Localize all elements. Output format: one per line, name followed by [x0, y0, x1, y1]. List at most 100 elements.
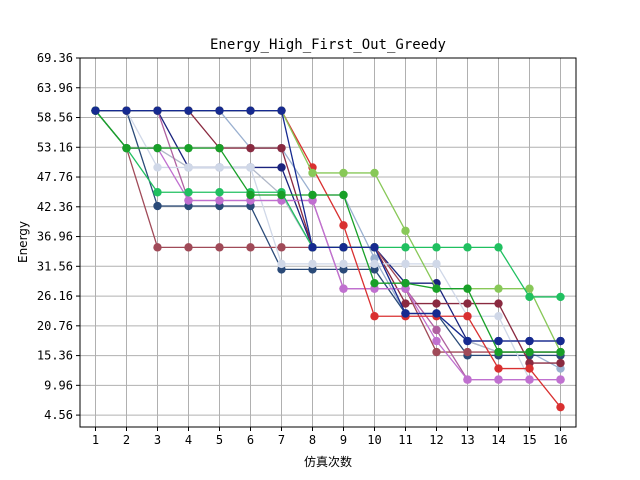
grid: [80, 57, 576, 427]
data-point: [308, 243, 317, 252]
data-point: [215, 163, 224, 172]
data-point: [556, 336, 565, 346]
series-layer: [91, 106, 565, 412]
data-point: [184, 143, 193, 153]
data-point: [122, 143, 131, 153]
data-point: [370, 243, 379, 252]
data-point: [463, 243, 472, 252]
data-point: [494, 375, 503, 384]
data-point: [525, 364, 534, 373]
data-point: [370, 259, 379, 269]
data-point: [184, 188, 193, 197]
data-point: [122, 106, 131, 115]
y-tick-label: 47.76: [37, 170, 73, 184]
data-point: [277, 163, 286, 172]
y-axis-label: Energy: [16, 221, 30, 263]
data-point: [277, 106, 286, 115]
data-point: [432, 299, 441, 308]
y-tick-label: 58.56: [37, 111, 73, 125]
data-point: [432, 309, 441, 318]
data-point: [308, 259, 317, 269]
data-point: [463, 299, 472, 308]
data-point: [277, 243, 286, 252]
x-tick-label: 8: [309, 433, 316, 447]
y-tick-label: 36.96: [37, 230, 73, 244]
x-tick-label: 1: [92, 433, 99, 447]
y-tick-label: 53.16: [37, 140, 73, 154]
x-tick-label: 5: [216, 433, 223, 447]
x-tick-label: 10: [367, 433, 381, 447]
data-point: [556, 347, 565, 357]
data-point: [215, 188, 224, 197]
data-point: [153, 201, 162, 211]
data-point: [308, 190, 317, 200]
data-point: [525, 336, 534, 346]
data-point: [246, 243, 255, 252]
x-tick-label: 16: [553, 433, 567, 447]
data-point: [494, 312, 503, 321]
data-point: [463, 284, 472, 293]
data-point: [153, 143, 162, 153]
data-point: [246, 143, 255, 153]
plot-frame: [79, 57, 577, 428]
data-point: [401, 299, 410, 308]
data-point: [215, 243, 224, 252]
data-point: [370, 278, 379, 288]
data-point: [370, 312, 379, 321]
y-tick-label: 20.76: [37, 319, 73, 333]
data-point: [494, 299, 503, 308]
y-tick-label: 26.16: [37, 289, 73, 303]
x-tick-label: 15: [522, 433, 536, 447]
data-point: [370, 168, 379, 178]
data-point: [339, 190, 348, 200]
data-point: [401, 278, 410, 288]
x-tick-label: 3: [154, 433, 161, 447]
data-point: [494, 347, 503, 357]
data-point: [525, 292, 534, 302]
data-point: [432, 284, 441, 293]
y-tick-label: 42.36: [37, 200, 73, 214]
data-point: [401, 259, 410, 269]
x-tick-label: 4: [185, 433, 192, 447]
data-point: [432, 243, 441, 252]
series-line: [94, 110, 561, 353]
y-tick-label: 31.56: [37, 259, 73, 273]
data-point: [277, 190, 286, 200]
data-point: [277, 143, 286, 153]
data-point: [184, 163, 193, 172]
data-point: [494, 243, 503, 252]
data-point: [339, 243, 348, 252]
series-line: [95, 110, 561, 357]
x-tick-label: 11: [398, 433, 412, 447]
data-point: [432, 259, 441, 269]
data-point: [153, 188, 162, 197]
data-point: [401, 243, 410, 252]
x-tick-label: 9: [340, 433, 347, 447]
y-tick-label: 15.36: [37, 349, 73, 363]
data-point: [525, 375, 534, 384]
data-point: [463, 347, 472, 357]
data-point: [556, 358, 565, 368]
data-point: [494, 284, 503, 293]
data-point: [339, 168, 348, 178]
chart-title: Energy_High_First_Out_Greedy: [210, 37, 446, 53]
data-point: [308, 168, 317, 178]
data-point: [184, 106, 193, 115]
data-point: [339, 259, 348, 269]
data-point: [153, 163, 162, 172]
data-point: [184, 243, 193, 252]
data-point: [556, 402, 565, 412]
y-tick-label: 4.56: [44, 408, 73, 422]
data-point: [246, 106, 255, 115]
x-tick-label: 7: [278, 433, 285, 447]
x-tick-label: 13: [460, 433, 474, 447]
data-point: [556, 375, 565, 384]
data-point: [339, 221, 348, 230]
data-point: [463, 312, 472, 321]
data-point: [494, 336, 503, 346]
x-tick-label: 14: [491, 433, 505, 447]
data-point: [215, 106, 224, 115]
data-point: [463, 375, 472, 384]
